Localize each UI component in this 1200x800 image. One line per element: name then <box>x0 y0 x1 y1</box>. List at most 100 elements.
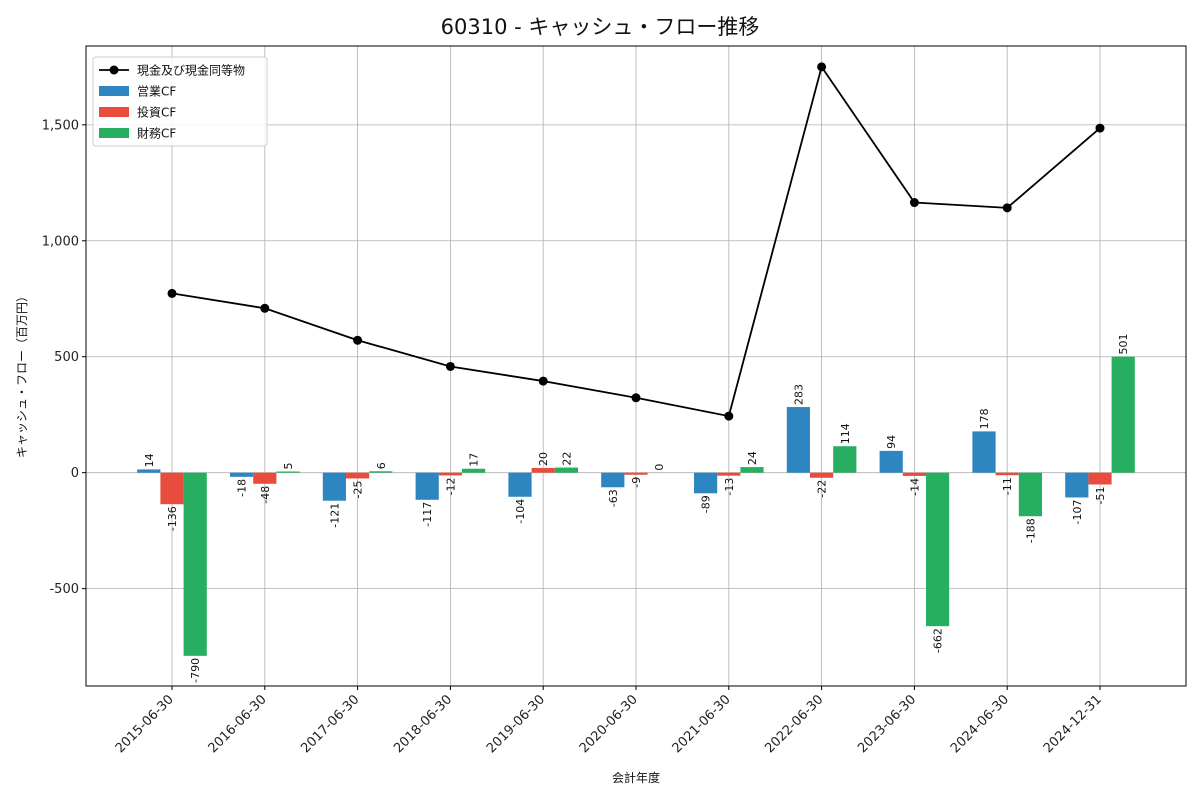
y-axis-title: キャッシュ・フロー（百万円） <box>15 290 29 458</box>
bar-value-label: -188 <box>1024 518 1037 543</box>
bar-value-label: -104 <box>514 499 527 524</box>
x-tick-label: 2017-06-30 <box>298 692 362 756</box>
bar-value-label: -18 <box>236 479 249 497</box>
x-tick-label: 2024-12-31 <box>1041 692 1105 756</box>
x-tick-label: 2020-06-30 <box>577 692 641 756</box>
bar-営業CF <box>879 450 903 473</box>
x-tick-label: 2018-06-30 <box>391 692 455 756</box>
x-axis-ticks: 2015-06-30 2016-06-30 2017-06-30 2018-06-30… <box>113 686 1105 756</box>
legend-box <box>92 56 268 147</box>
bar-財務CF <box>1018 472 1042 517</box>
bar-投資CF <box>1088 472 1112 485</box>
bar-営業CF <box>972 431 996 473</box>
bar-value-label: 14 <box>143 453 156 467</box>
bar-value-label: 114 <box>839 423 852 444</box>
x-axis-title: 会計年度 <box>612 770 660 785</box>
bar-value-label: -25 <box>352 480 365 498</box>
bar-value-label: -51 <box>1094 486 1107 504</box>
y-tick-label: 1,500 <box>42 118 79 133</box>
cash-point <box>1095 123 1105 133</box>
bar-value-label: 283 <box>792 384 805 405</box>
x-tick-label: 2015-06-30 <box>113 692 177 756</box>
bar-value-label: -107 <box>1071 499 1084 524</box>
y-tick-label: 500 <box>54 350 79 365</box>
bar-投資CF <box>160 472 184 505</box>
x-tick-label: 2023-06-30 <box>855 692 919 756</box>
bar-value-label: 501 <box>1117 333 1130 354</box>
bar-営業CF <box>415 472 439 500</box>
legend-label: 財務CF <box>137 126 176 141</box>
bar-value-label: 178 <box>978 408 991 429</box>
chart-title: 60310 - キャッシュ・フロー推移 <box>441 15 760 39</box>
bar-labels-group: 14 -18 -121 -117 -104 -63 -89 283 94 178 -107 -13 6 -… <box>143 333 1130 682</box>
bar-財務CF <box>554 467 578 473</box>
bar-営業CF <box>508 472 532 497</box>
cash-point <box>724 411 734 421</box>
bar-value-label: 24 <box>746 451 759 465</box>
bar-営業CF <box>1065 472 1089 498</box>
bar-value-label: 5 <box>282 463 295 470</box>
bar-投資CF <box>717 472 741 476</box>
bar-投資CF <box>810 472 834 478</box>
cash-point <box>538 376 548 386</box>
bar-財務CF <box>740 467 764 473</box>
bar-財務CF <box>833 446 857 473</box>
bar-財務CF <box>369 471 393 473</box>
cash-point <box>167 288 177 298</box>
legend-bar-swatch <box>99 107 129 117</box>
bar-value-label: -662 <box>932 628 945 653</box>
cash-line-group <box>167 62 1105 421</box>
legend-label: 投資CF <box>137 105 176 120</box>
x-tick-label: 2019-06-30 <box>484 692 548 756</box>
legend-label: 営業CF <box>137 85 176 99</box>
x-tick-label: 2022-06-30 <box>762 692 826 756</box>
bar-営業CF <box>322 472 346 501</box>
cash-point <box>353 335 363 345</box>
bar-営業CF <box>137 469 161 473</box>
cash-point <box>1002 203 1012 213</box>
bar-value-label: 20 <box>537 452 550 466</box>
legend-bar-swatch <box>99 86 129 96</box>
bar-value-label: -13 <box>723 478 736 496</box>
bar-value-label: -14 <box>908 478 921 496</box>
cash-point <box>260 303 270 313</box>
bar-投資CF <box>346 472 370 479</box>
bars-group <box>137 356 1135 656</box>
bar-value-label: -121 <box>328 503 341 528</box>
bar-営業CF <box>786 407 810 473</box>
bar-value-label: -9 <box>630 477 643 488</box>
bar-value-label: -22 <box>816 480 829 498</box>
cash-point <box>445 361 455 371</box>
bar-営業CF <box>230 472 254 477</box>
bar-value-label: -11 <box>1001 477 1014 495</box>
bar-投資CF <box>253 472 277 484</box>
bar-value-label: 0 <box>653 464 666 471</box>
bar-value-label: -12 <box>444 477 457 495</box>
bar-value-label: 17 <box>468 453 481 467</box>
bar-投資CF <box>438 472 462 476</box>
x-tick-label: 2024-06-30 <box>948 692 1012 756</box>
bar-value-label: -63 <box>607 489 620 507</box>
cash-point <box>909 198 919 208</box>
y-tick-label: -500 <box>49 582 79 597</box>
bar-財務CF <box>183 472 207 656</box>
bar-財務CF <box>1111 356 1135 473</box>
bar-投資CF <box>902 472 926 476</box>
bar-value-label: 6 <box>375 462 388 469</box>
legend-marker <box>109 65 119 75</box>
grid-lines <box>86 46 1186 686</box>
bar-財務CF <box>926 472 950 627</box>
bar-財務CF <box>462 468 486 473</box>
y-tick-label: 1,000 <box>42 234 79 249</box>
bar-value-label: 94 <box>885 435 898 449</box>
bar-value-label: 22 <box>560 452 573 466</box>
legend-label: 現金及び現金同等物 <box>137 63 245 78</box>
bar-value-label: -89 <box>700 495 713 513</box>
legend-bar-swatch <box>99 128 129 138</box>
bar-投資CF <box>624 472 648 475</box>
bar-value-label: -117 <box>421 502 434 527</box>
bar-投資CF <box>995 472 1019 476</box>
